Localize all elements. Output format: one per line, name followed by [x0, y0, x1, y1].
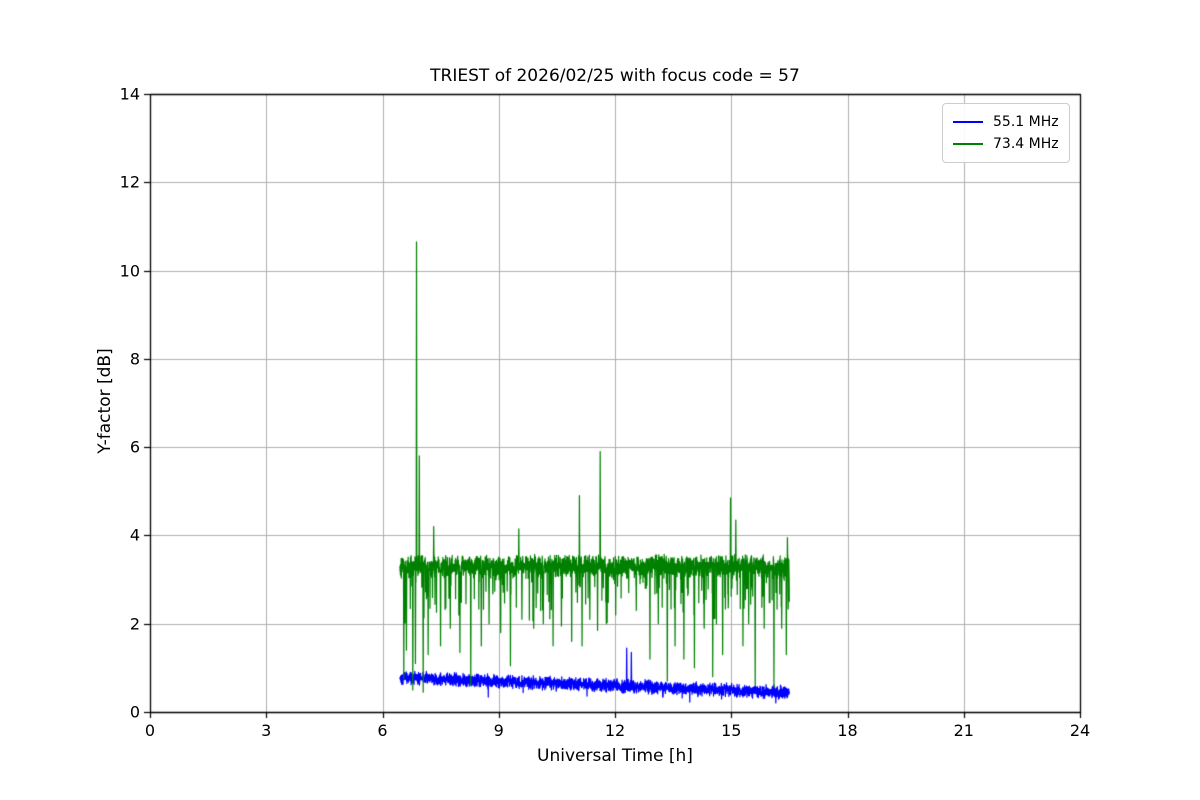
y-tick-label: 8 [129, 349, 140, 369]
x-tick-label: 9 [493, 721, 504, 740]
x-tick-label: 24 [1069, 721, 1091, 740]
y-tick-label: 10 [119, 261, 140, 281]
legend-line-swatch [953, 143, 983, 145]
legend-item: 73.4 MHz [953, 133, 1059, 155]
y-tick-label: 0 [129, 702, 140, 722]
x-tick-label: 12 [604, 721, 626, 740]
x-tick-label: 3 [261, 721, 272, 740]
x-tick-label: 15 [721, 721, 742, 740]
chart-title: TRIEST of 2026/02/25 with focus code = 5… [430, 66, 800, 86]
y-tick-label: 2 [129, 614, 140, 634]
legend: 55.1 MHz 73.4 MHz [942, 103, 1070, 163]
y-tick-label: 12 [119, 172, 140, 192]
legend-label: 55.1 MHz [993, 114, 1059, 130]
y-tick-label: 4 [129, 525, 140, 545]
x-tick-label: 0 [144, 721, 156, 740]
x-tick-label: 18 [837, 721, 858, 740]
y-tick-label: 14 [119, 84, 140, 104]
x-axis-label: Universal Time [h] [537, 746, 693, 766]
y-tick-label: 6 [129, 437, 140, 457]
legend-item: 55.1 MHz [953, 111, 1059, 133]
legend-label: 73.4 MHz [993, 136, 1059, 152]
x-tick-label: 6 [377, 721, 388, 740]
x-tick-label: 21 [953, 721, 974, 740]
y-axis-label: Y-factor [dB] [95, 348, 115, 454]
legend-line-swatch [953, 121, 983, 123]
